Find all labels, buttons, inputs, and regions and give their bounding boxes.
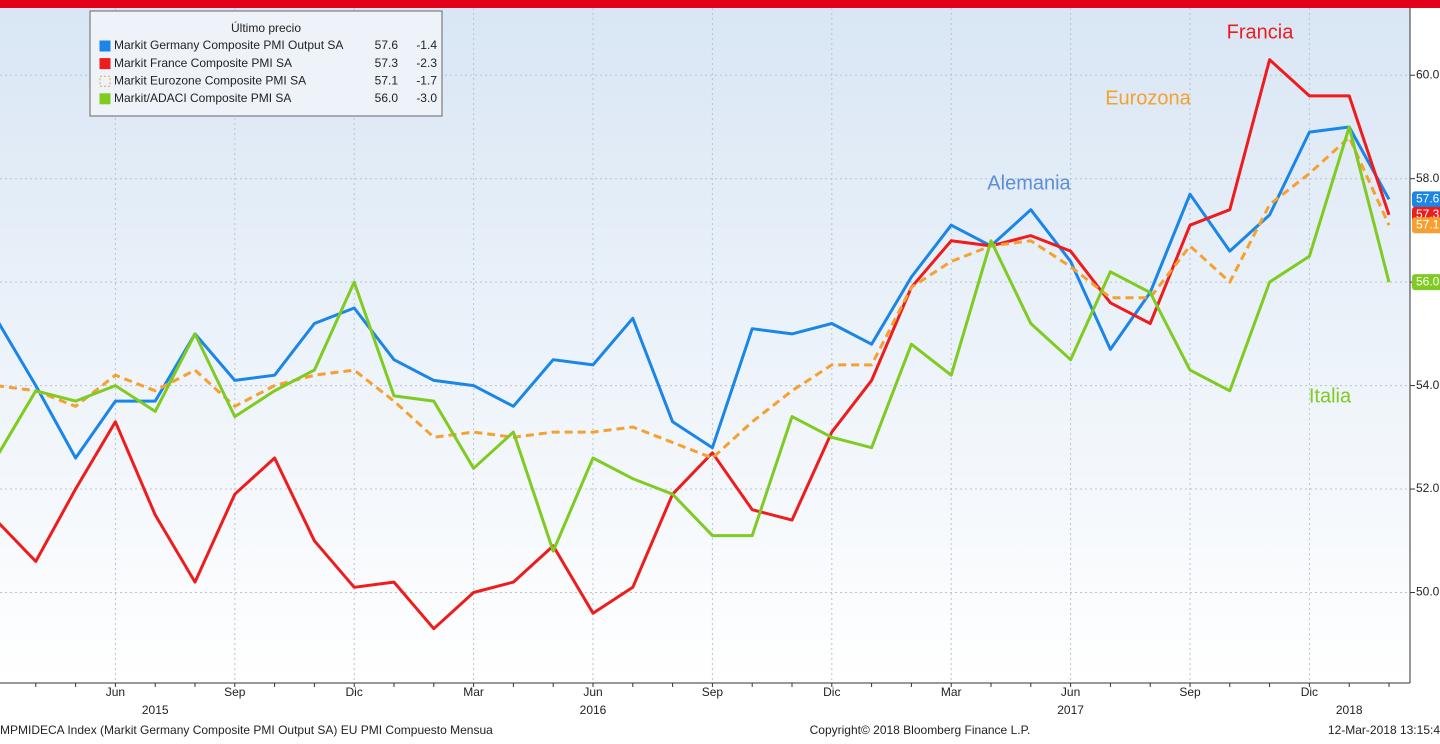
- last-value-tag: [1412, 274, 1440, 291]
- x-tick-label: Sep: [224, 685, 246, 699]
- series-line: [0, 125, 1391, 553]
- legend-change: -1.7: [416, 73, 437, 87]
- series-annotation: Italia: [1309, 385, 1352, 407]
- legend-change: -1.4: [416, 38, 437, 52]
- y-tick-label: 58.0: [1416, 171, 1440, 185]
- last-value-label: 57.1: [1416, 217, 1440, 231]
- series-annotation: Francia: [1227, 21, 1295, 43]
- legend-label: Markit France Composite PMI SA: [114, 56, 292, 70]
- legend-swatch: [99, 93, 111, 105]
- legend-box: [89, 10, 443, 117]
- x-year-label: 2015: [142, 703, 169, 717]
- x-tick-label: Jun: [106, 685, 125, 699]
- series-annotation: Alemania: [987, 172, 1071, 194]
- x-tick-label: Mar: [463, 685, 484, 699]
- legend-change: -2.3: [416, 56, 437, 70]
- footer-center: Copyright© 2018 Bloomberg Finance L.P.: [810, 723, 1031, 737]
- legend-last: 57.1: [375, 73, 399, 87]
- y-tick-label: 50.0: [1416, 585, 1440, 599]
- x-year-label: 2017: [1057, 703, 1084, 717]
- x-tick-label: Dic: [1301, 685, 1318, 699]
- last-value-label: 57.6: [1416, 192, 1440, 206]
- series-annotation: Eurozona: [1105, 87, 1191, 109]
- overlay: 50.0 52.0 54.0 56.0 58.0 60.0 Jun 2015 Sep Dic Mar…: [106, 21, 1440, 717]
- last-value-label: 56.0: [1416, 274, 1440, 288]
- legend-change: -3.0: [416, 91, 437, 105]
- x-tick-label: Jun: [1061, 685, 1080, 699]
- legend-last: 57.6: [375, 38, 399, 52]
- x-tick-label: Dic: [823, 685, 840, 699]
- legend-last: 57.3: [375, 56, 399, 70]
- grid: [0, 8, 1415, 687]
- footer-right: 12-Mar-2018 13:15:4: [1328, 723, 1440, 737]
- y-tick-label: 52.0: [1416, 481, 1440, 495]
- top-bar: [0, 0, 1440, 8]
- legend-swatch: [99, 58, 111, 70]
- plot-area: [0, 8, 1410, 683]
- x-year-label: 2018: [1336, 703, 1363, 717]
- series-lines: [0, 58, 1391, 631]
- x-tick-label: Jun: [583, 685, 602, 699]
- legend-label: Markit/ADACI Composite PMI SA: [114, 91, 291, 105]
- x-tick-label: Mar: [941, 685, 962, 699]
- x-year-label: 2016: [580, 703, 607, 717]
- footer-left: MPMIDECA Index (Markit Germany Composite…: [0, 723, 493, 737]
- legend-title: Último precio: [231, 20, 301, 35]
- legend: Último precio Markit Germany Composite P…: [89, 10, 443, 117]
- series-line: [0, 125, 1391, 460]
- last-value-tag: [1412, 191, 1440, 208]
- last-value-tag: [1412, 217, 1440, 234]
- legend-label: Markit Eurozone Composite PMI SA: [114, 73, 306, 87]
- legend-label: Markit Germany Composite PMI Output SA: [114, 38, 343, 52]
- legend-swatch: [99, 40, 111, 52]
- legend-last: 56.0: [375, 91, 399, 105]
- y-tick-label: 60.0: [1416, 67, 1440, 81]
- legend-swatch: [99, 75, 111, 87]
- y-tick-label: 54.0: [1416, 378, 1440, 392]
- x-tick-label: Sep: [702, 685, 724, 699]
- x-tick-label: Dic: [346, 685, 363, 699]
- x-tick-label: Sep: [1179, 685, 1201, 699]
